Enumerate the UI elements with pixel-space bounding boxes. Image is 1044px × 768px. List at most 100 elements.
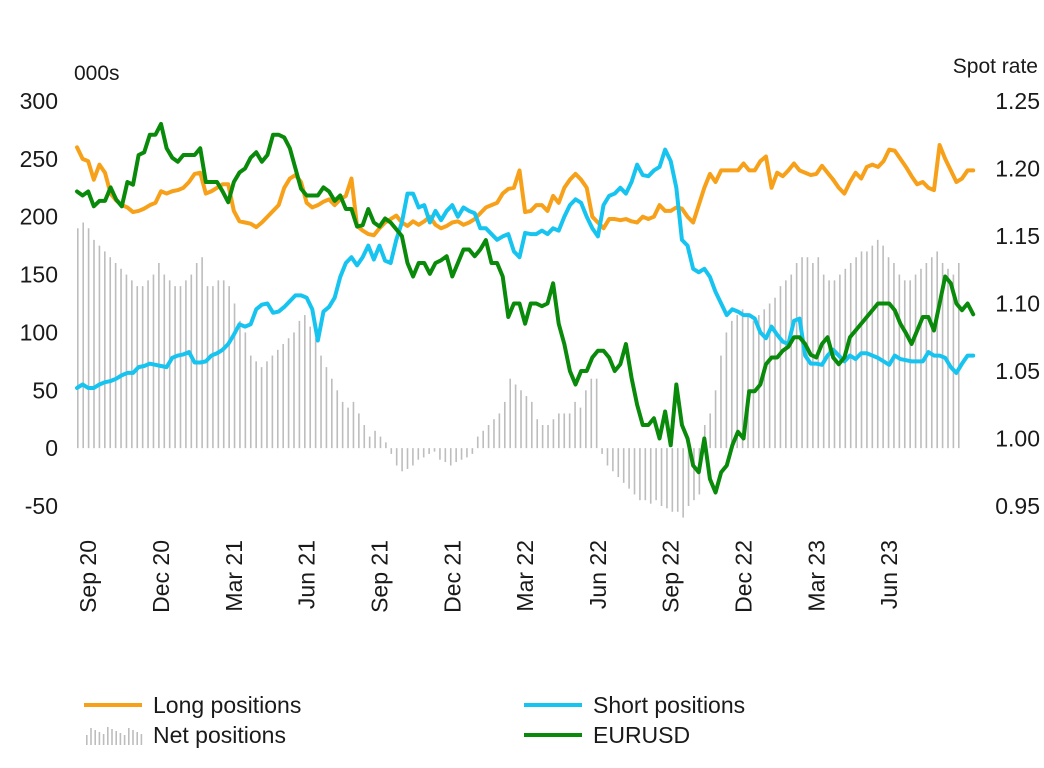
net-position-bar — [531, 401, 533, 449]
net-position-bar — [174, 286, 176, 449]
net-position-bar — [774, 297, 776, 449]
net-position-bar — [77, 228, 79, 449]
net-position-bar — [104, 251, 106, 449]
x-axis-tick-label: Dec 21 — [439, 540, 465, 613]
legend-label: Short positions — [593, 692, 745, 718]
net-position-bar — [574, 401, 576, 449]
net-position-bar — [260, 367, 263, 449]
axes: 000s Spot rate 300 250 200 150 100 50 0 -50 1.25… — [20, 55, 1040, 519]
net-position-bar — [541, 425, 544, 449]
net-position-bar — [639, 448, 641, 501]
net-position-bar — [595, 378, 598, 449]
net-positions-bars — [77, 222, 960, 518]
net-position-bar — [644, 448, 647, 501]
net-position-bar — [525, 396, 528, 449]
net-position-bar — [920, 268, 922, 449]
net-position-bar — [347, 407, 349, 449]
net-position-bar — [444, 448, 447, 463]
net-position-bar — [93, 239, 95, 449]
net-position-bar — [476, 436, 479, 449]
net-position-bar — [752, 320, 755, 449]
net-position-bar — [747, 315, 749, 449]
net-position-bar — [449, 448, 452, 466]
net-position-bar — [947, 268, 949, 449]
net-position-bar — [720, 355, 722, 449]
net-position-bar — [298, 320, 301, 449]
net-position-bar — [795, 263, 798, 449]
left-axis-tick-label: 200 — [20, 204, 58, 230]
legend-swatch-net-positions — [111, 729, 113, 745]
net-position-bar — [82, 222, 84, 449]
net-position-bar — [466, 448, 468, 458]
net-position-bar — [222, 280, 225, 449]
net-position-bar — [190, 274, 193, 449]
left-axis-unit-label: 000s — [74, 62, 120, 85]
net-position-bar — [628, 448, 630, 489]
legend-swatch-net-positions — [115, 731, 117, 745]
long-positions-line — [75, 142, 976, 238]
net-position-bar — [514, 384, 517, 449]
eurusd-line — [75, 121, 976, 495]
net-position-bar — [866, 251, 868, 449]
net-position-bar — [590, 378, 593, 449]
net-position-bar — [195, 263, 198, 449]
net-position-bar — [779, 286, 782, 449]
net-position-bar — [660, 448, 663, 506]
legend-swatch-net-positions — [128, 728, 130, 745]
net-position-bar — [725, 332, 728, 449]
net-position-bar — [958, 263, 960, 449]
net-position-bar — [185, 280, 187, 449]
net-position-bar — [601, 448, 603, 454]
net-position-bar — [428, 448, 430, 454]
net-position-bar — [120, 268, 122, 449]
net-position-bar — [244, 332, 247, 449]
net-position-bar — [325, 367, 328, 449]
net-position-bar — [352, 401, 355, 449]
net-position-bar — [763, 309, 766, 449]
right-axis-tick-label: 1.25 — [995, 88, 1040, 114]
net-position-bar — [412, 448, 414, 466]
legend-swatch-net-positions — [119, 733, 122, 745]
net-position-bar — [655, 448, 657, 501]
net-position-bar — [547, 425, 549, 449]
net-position-bar — [320, 355, 322, 449]
net-position-bar — [785, 280, 787, 449]
net-position-bar — [379, 436, 382, 449]
legend-label: EURUSD — [593, 722, 690, 748]
net-position-bar — [693, 448, 695, 501]
net-position-bar — [287, 338, 290, 449]
net-position-bar — [233, 303, 236, 449]
x-axis-tick-label: Jun 23 — [876, 540, 902, 609]
chart-lines — [75, 121, 976, 495]
net-position-bar — [206, 286, 209, 449]
legend-swatch-net-positions — [140, 734, 143, 745]
net-position-bar — [152, 274, 155, 449]
net-position-bar — [801, 257, 803, 449]
net-position-bar — [714, 390, 717, 449]
left-axis-tick-label: 150 — [20, 262, 58, 288]
net-position-bar — [212, 286, 214, 449]
net-position-bar — [482, 430, 484, 449]
net-position-bar — [125, 274, 128, 449]
x-axis-tick-label: Mar 23 — [803, 540, 829, 612]
right-axis-unit-label: Spot rate — [953, 55, 1038, 78]
net-position-bar — [471, 448, 474, 454]
net-position-bar — [201, 257, 203, 449]
net-position-bar — [109, 257, 112, 449]
net-position-bar — [395, 448, 398, 466]
legend-swatch-net-positions — [123, 735, 126, 745]
net-position-bar — [768, 303, 771, 449]
legend-label: Long positions — [153, 692, 301, 718]
left-axis-tick-label: 0 — [45, 435, 58, 461]
x-axis-tick-label: Mar 22 — [512, 540, 538, 612]
net-position-bar — [585, 390, 587, 449]
net-position-bar — [503, 401, 506, 449]
net-position-bar — [498, 413, 501, 449]
right-axis-tick-label: 0.95 — [995, 493, 1040, 519]
net-position-bar — [579, 407, 582, 449]
net-position-bar — [876, 239, 879, 449]
left-axis-tick-label: 250 — [20, 146, 58, 172]
net-position-bar — [493, 419, 495, 449]
legend-swatch-net-positions — [136, 732, 138, 745]
